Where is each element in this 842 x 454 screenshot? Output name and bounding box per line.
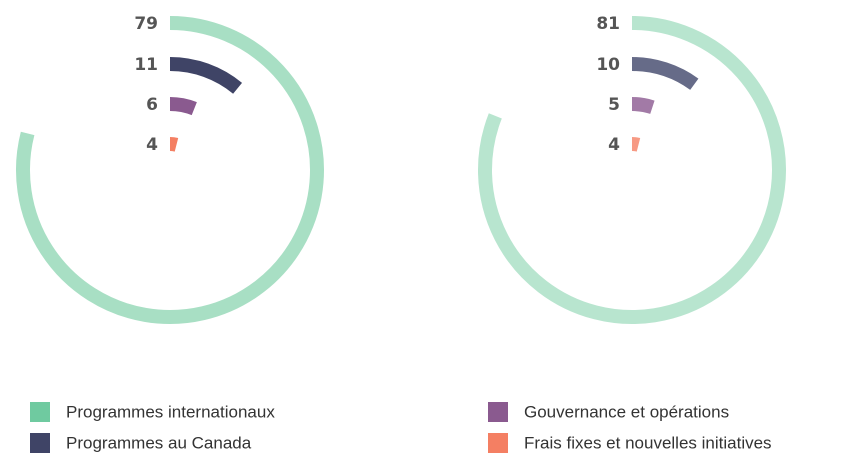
radial-bar xyxy=(169,57,243,94)
radial-bar xyxy=(16,16,324,324)
radial-bar xyxy=(631,137,641,152)
value-label: 79 xyxy=(134,14,158,34)
radial-bar xyxy=(169,97,197,116)
value-label: 11 xyxy=(134,55,158,75)
legend-label: Frais fixes et nouvelles initiatives xyxy=(524,433,772,452)
legend-label: Gouvernance et opérations xyxy=(524,402,729,421)
radial-bar xyxy=(631,97,655,114)
radial-bar xyxy=(478,16,786,324)
legend-swatch xyxy=(488,433,508,453)
radial-bar xyxy=(631,57,699,91)
value-label: 81 xyxy=(596,14,620,34)
value-label: 6 xyxy=(146,95,158,115)
value-label: 10 xyxy=(596,55,620,75)
legend-swatch xyxy=(488,402,508,422)
legend-label: Programmes au Canada xyxy=(66,433,252,452)
value-label: 5 xyxy=(608,95,620,115)
value-label: 4 xyxy=(608,135,620,155)
legend-label: Programmes internationaux xyxy=(66,402,275,421)
value-label: 4 xyxy=(146,135,158,155)
legend-swatch xyxy=(30,433,50,453)
legend-swatch xyxy=(30,402,50,422)
radial-bar xyxy=(169,137,179,152)
